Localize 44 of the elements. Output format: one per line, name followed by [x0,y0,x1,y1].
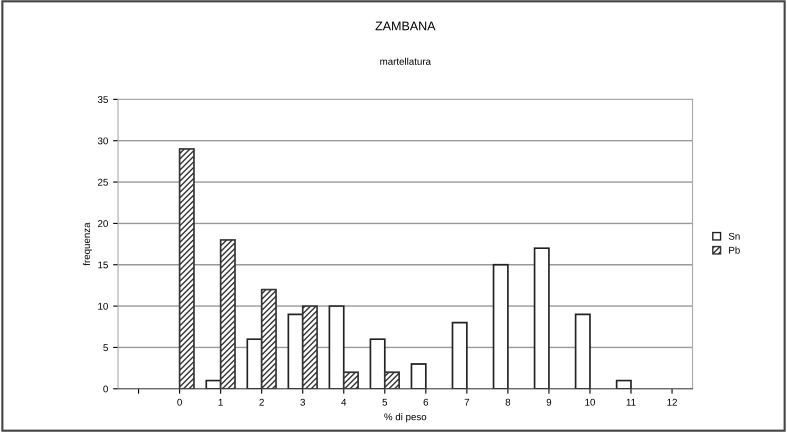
x-tick-label: 0 [177,398,182,406]
bar [492,264,509,389]
bar [616,380,632,389]
y-tick-label: 10 [98,302,108,310]
x-tick-label: 7 [464,398,470,406]
y-tick-label: 25 [98,178,108,186]
chart-subtitle: martellatura [380,58,431,65]
x-tick-label: 6 [424,398,428,406]
bar [246,338,263,389]
legend-label: Sn [728,232,740,240]
bar [302,305,318,389]
bar [205,380,222,389]
y-tick-label: 20 [98,220,108,228]
bar [452,322,468,389]
bar [370,338,386,389]
x-tick-label: 8 [506,398,510,406]
bar [328,305,345,389]
y-axis-title: frequenza [82,222,92,266]
x-tick-label: 3 [300,398,305,406]
x-tick-label: 11 [626,398,636,406]
chart-title: ZAMBANA [375,22,436,30]
y-tick-label: 5 [103,344,108,352]
bar [384,371,400,389]
y-tick-label: 35 [98,96,108,103]
bar [534,247,550,389]
x-tick-label: 5 [382,398,388,406]
y-tick-label: 0 [103,386,108,392]
x-axis-title: % di peso [384,413,426,422]
bar [178,148,195,389]
y-tick-label: 30 [98,137,108,144]
x-tick-label: 10 [585,398,595,406]
bar [342,371,359,389]
bar [260,288,277,389]
x-tick-label: 2 [259,398,264,406]
bar [410,363,427,389]
y-tick-label: 15 [98,262,108,268]
bar [574,314,591,389]
legend-label: Pb [729,246,740,254]
x-tick-label: 1 [218,398,223,406]
x-tick-label: 12 [667,398,677,406]
bar [220,239,236,389]
x-tick-label: 4 [341,398,346,406]
bar [288,314,304,389]
x-tick-label: 9 [546,398,552,406]
